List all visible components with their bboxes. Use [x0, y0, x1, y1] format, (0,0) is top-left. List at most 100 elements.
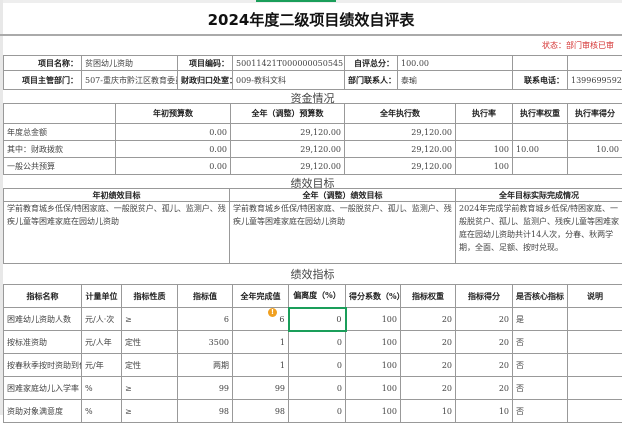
table-cell[interactable]: 10: [456, 400, 513, 423]
table-cell[interactable]: 100: [346, 308, 401, 331]
table-cell[interactable]: 29,120.00: [231, 141, 345, 158]
table-cell[interactable]: [568, 400, 622, 423]
table-cell[interactable]: 29,120.00: [231, 124, 345, 141]
table-cell[interactable]: ≥: [122, 377, 178, 400]
table-cell[interactable]: 资助对象满意度: [4, 400, 82, 423]
table-cell[interactable]: %: [82, 377, 122, 400]
header-row: 年初预算数全年（调整）预算数全年执行数执行率执行率权重执行率得分: [4, 104, 622, 124]
table-cell[interactable]: 20: [401, 331, 456, 354]
field-value[interactable]: 100.00: [398, 56, 513, 71]
field-value[interactable]: 009-教科文科: [233, 71, 345, 90]
table-cell[interactable]: 否: [513, 331, 568, 354]
table-cell[interactable]: 定性: [122, 354, 178, 377]
table-cell[interactable]: 20: [401, 308, 456, 331]
column-header: 全年（调整）预算数: [231, 104, 345, 124]
column-header: 全年执行数: [345, 104, 456, 124]
table-cell[interactable]: 0.00: [116, 158, 231, 175]
table-cell[interactable]: [568, 158, 622, 175]
goal-text[interactable]: 学前教育城乡低保/特困家庭、一般脱贫户、孤儿、监测户、残疾儿童等困难家庭在园幼儿…: [4, 202, 230, 264]
table-cell[interactable]: 1: [233, 354, 289, 377]
table-cell[interactable]: 100: [346, 331, 401, 354]
table-cell[interactable]: 6: [178, 308, 233, 331]
field-value[interactable]: 507-重庆市黔江区教育委员: [82, 71, 178, 90]
table-cell[interactable]: 一般公共预算: [4, 158, 116, 175]
table-cell[interactable]: 按春秋季按时资助到位: [4, 354, 82, 377]
table-cell[interactable]: 10.00: [513, 141, 568, 158]
field-value[interactable]: 贫困幼儿资助: [82, 56, 178, 71]
table-cell[interactable]: 20: [401, 354, 456, 377]
table-cell[interactable]: 0: [289, 331, 346, 354]
table-cell[interactable]: 98: [233, 400, 289, 423]
table-cell[interactable]: [568, 354, 622, 377]
table-cell[interactable]: 是: [513, 308, 568, 331]
warning-icon[interactable]: !: [268, 308, 277, 317]
field-value[interactable]: 13996995928: [568, 71, 622, 90]
table-cell[interactable]: [568, 377, 622, 400]
table-cell[interactable]: [513, 158, 568, 175]
table-cell[interactable]: 6: [233, 308, 289, 331]
table-cell[interactable]: 元/人·次: [82, 308, 122, 331]
table-cell[interactable]: [456, 124, 513, 141]
table-cell[interactable]: 元/人年: [82, 331, 122, 354]
table-cell[interactable]: 定性: [122, 331, 178, 354]
table-cell[interactable]: 20: [401, 377, 456, 400]
table-cell[interactable]: 20: [456, 331, 513, 354]
goal-text[interactable]: 学前教育城乡低保/特困家庭、一般脱贫户、孤儿、监测户、残疾儿童等困难家庭在园幼儿…: [230, 202, 456, 264]
table-cell[interactable]: 0.00: [116, 141, 231, 158]
empty-cell[interactable]: [568, 56, 622, 71]
table-cell[interactable]: [568, 124, 622, 141]
table-cell[interactable]: 29,120.00: [231, 158, 345, 175]
table-cell[interactable]: 否: [513, 354, 568, 377]
table-cell[interactable]: 99: [233, 377, 289, 400]
table-cell[interactable]: ≥: [122, 308, 178, 331]
table-cell[interactable]: 困难家庭幼儿入学率: [4, 377, 82, 400]
column-header: 说明: [568, 285, 622, 308]
table-cell[interactable]: 两期: [178, 354, 233, 377]
table-cell[interactable]: 29,120.00: [345, 158, 456, 175]
info-row: 项目主管部门：507-重庆市黔江区教育委员财政归口处室：009-教科文科部门联系…: [4, 71, 622, 90]
table-cell[interactable]: ≥: [122, 400, 178, 423]
field-value[interactable]: 50011421T000000050545: [233, 56, 345, 71]
table-cell[interactable]: 其中：财政拨款: [4, 141, 116, 158]
table-cell[interactable]: 98: [178, 400, 233, 423]
table-cell[interactable]: 10.00: [568, 141, 622, 158]
empty-cell[interactable]: [513, 56, 568, 71]
table-cell[interactable]: 99: [178, 377, 233, 400]
table-cell[interactable]: 0: [289, 354, 346, 377]
table-cell[interactable]: 20: [456, 354, 513, 377]
table-cell[interactable]: 按标准资助: [4, 331, 82, 354]
table-cell[interactable]: 100: [456, 158, 513, 175]
table-cell[interactable]: [568, 331, 622, 354]
table-cell[interactable]: 3500: [178, 331, 233, 354]
table-cell[interactable]: 1: [233, 331, 289, 354]
table-cell[interactable]: 10: [401, 400, 456, 423]
column-header: 全年（调整）绩效目标: [230, 189, 456, 202]
column-header: 年初预算数: [116, 104, 231, 124]
table-cell[interactable]: 0: [289, 400, 346, 423]
table-cell[interactable]: 困难幼儿资助人数: [4, 308, 82, 331]
table-cell[interactable]: 年度总金额: [4, 124, 116, 141]
table-cell[interactable]: [513, 124, 568, 141]
table-cell[interactable]: 100: [346, 377, 401, 400]
table-cell[interactable]: 100: [346, 354, 401, 377]
goal-text[interactable]: 2024年完成学前教育城乡低保/特困家庭、一般脱贫户、孤儿、监测户、残疾儿童等困…: [456, 202, 622, 264]
selected-column-indicator: [256, 0, 336, 2]
table-cell[interactable]: %: [82, 400, 122, 423]
table-cell[interactable]: [568, 308, 622, 331]
table-cell[interactable]: 0: [289, 308, 346, 331]
table-cell[interactable]: 29,120.00: [345, 141, 456, 158]
table-cell[interactable]: 0: [289, 377, 346, 400]
table-cell[interactable]: 否: [513, 377, 568, 400]
table-cell[interactable]: 29,120.00: [345, 124, 456, 141]
table-cell[interactable]: 20: [456, 377, 513, 400]
table-cell[interactable]: 100: [456, 141, 513, 158]
table-cell[interactable]: 元/年: [82, 354, 122, 377]
table-cell[interactable]: 0.00: [116, 124, 231, 141]
table-cell[interactable]: 100: [346, 400, 401, 423]
table-cell[interactable]: 否: [513, 400, 568, 423]
table-cell[interactable]: 20: [456, 308, 513, 331]
field-value[interactable]: 泰瑜: [398, 71, 513, 90]
